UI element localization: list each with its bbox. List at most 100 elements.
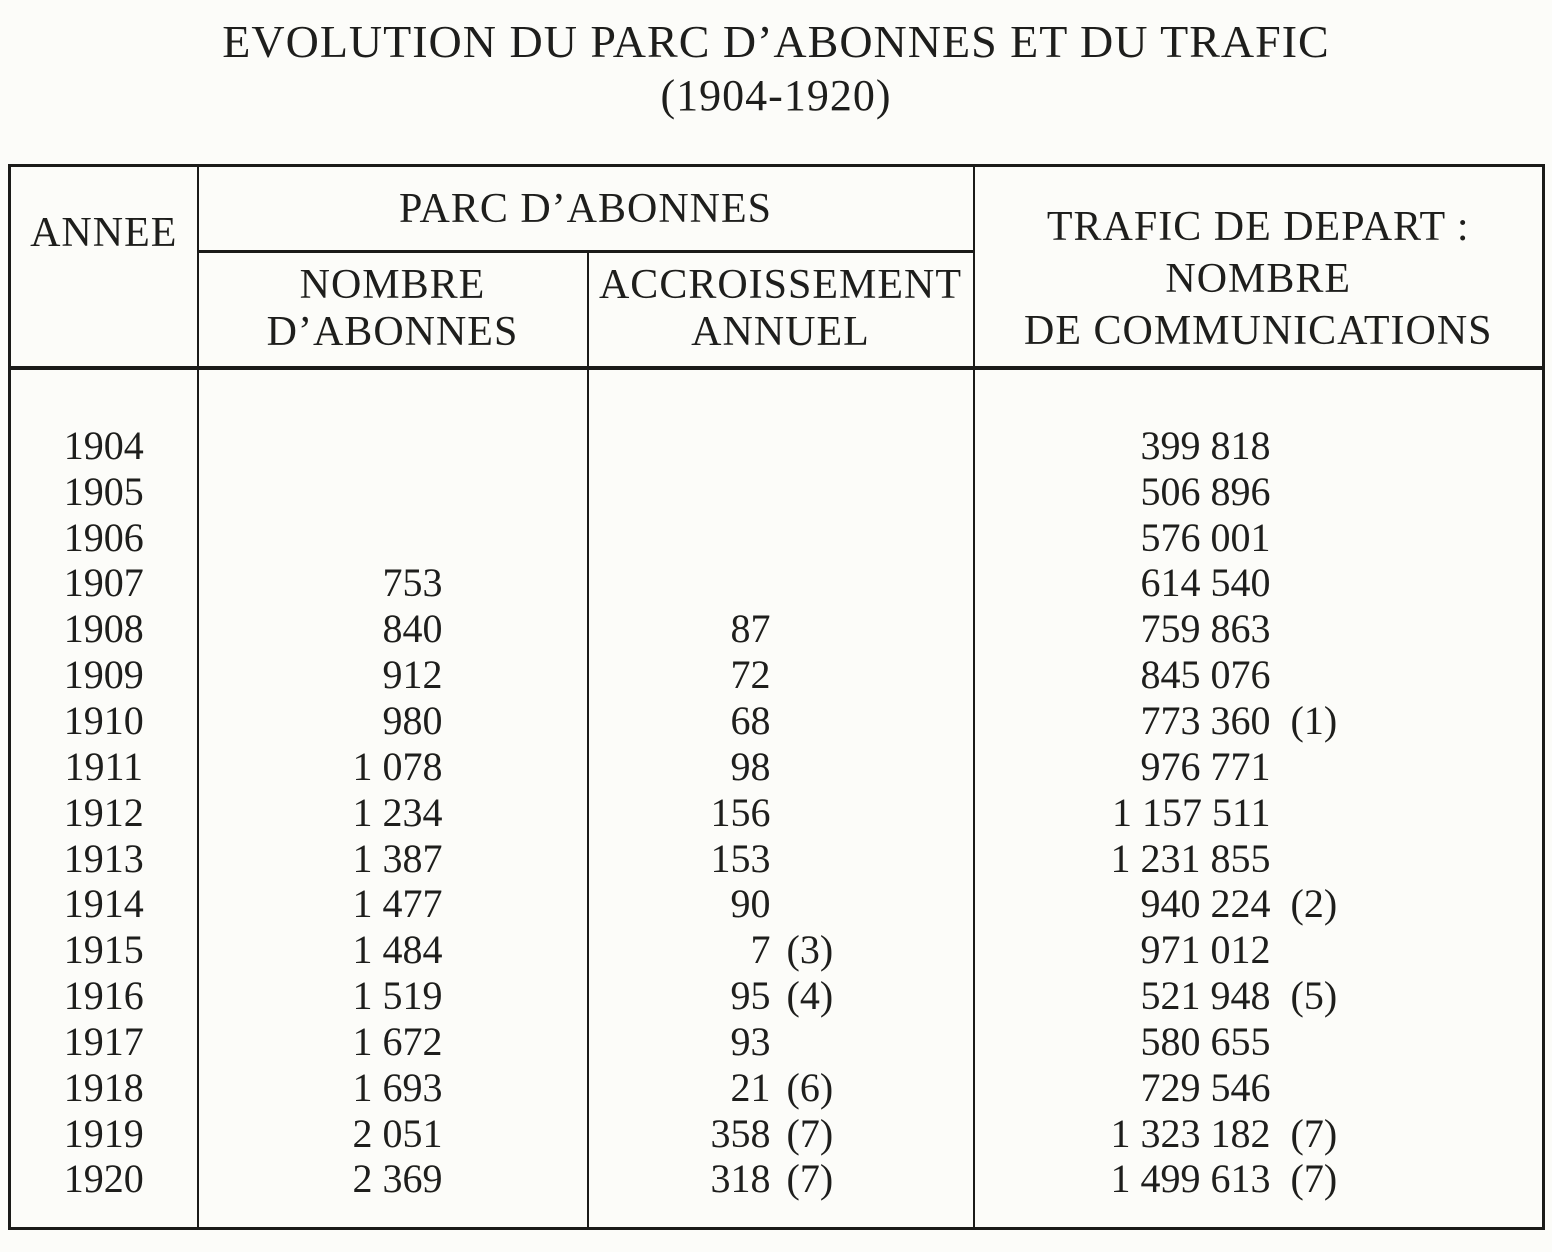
abonnes-cell: 1 387 (197, 835, 589, 881)
year-cell: 1918 (9, 1064, 199, 1111)
cell-value: 318 (710, 1156, 771, 1202)
footnote-marker: (4) (786, 973, 834, 1019)
cell-value: 506 896 (1140, 468, 1271, 514)
accroissement-cell: 87 (587, 605, 975, 652)
accroissement-cell: 90 (587, 880, 975, 927)
year-cell: 1920 (9, 1156, 199, 1202)
accroissement-cell (587, 514, 975, 561)
parc-dabonnes-group-header: PARC D’ABONNES (197, 165, 975, 253)
trafic-cell: 506 896 (974, 468, 1544, 514)
table-row: 1917 1 672 93 580 655 (9, 1018, 1544, 1065)
cell-value: 90 (730, 881, 771, 927)
cell-value: 93 (730, 1018, 771, 1064)
trafic-cell: 399 818 (974, 423, 1544, 469)
cell-value: 68 (730, 698, 771, 743)
trafic-cell: 729 546 (974, 1064, 1544, 1110)
accroissement-cell: 68 (587, 697, 975, 744)
year-cell: 1909 (9, 651, 199, 698)
trafic-column-header: TRAFIC DE DEPART : NOMBRE DE COMMUNICATI… (973, 165, 1544, 370)
trafic-cell: 1 231 855 (974, 835, 1544, 881)
trafic-cell: 759 863 (974, 606, 1544, 652)
document-header: EVOLUTION DU PARC D’ABONNES ET DU TRAFIC… (0, 14, 1552, 122)
trafic-cell: 614 540 (974, 560, 1544, 606)
table-row: 1920 2 369 318 (7) 1 499 613 (7) (9, 1156, 1544, 1202)
data-table: ANNEE PARC D’ABONNES TRAFIC DE DEPART : … (8, 164, 1545, 1230)
abonnes-cell: 1 078 (197, 743, 589, 790)
accroissement-cell (587, 422, 975, 469)
year-cell: 1905 (9, 468, 199, 515)
accroissement-header-line1: ACCROISSEMENT (598, 262, 963, 309)
table-row: 1911 1 078 98 976 771 (9, 743, 1544, 790)
trafic-cell: 521 948 (5) (974, 973, 1544, 1019)
table-row: 1907 753 614 540 (9, 560, 1544, 606)
table-row: 1910 980 68 773 360 (1) (9, 697, 1544, 744)
year-cell: 1913 (9, 835, 199, 881)
trafic-cell: 971 012 (974, 927, 1544, 973)
abonnes-cell: 912 (197, 651, 589, 698)
year-cell: 1906 (9, 514, 199, 561)
nombre-header-line2: D’ABONNES (266, 309, 519, 356)
trafic-cell: 1 323 182 (7) (974, 1110, 1544, 1156)
year-cell: 1916 (9, 972, 199, 1019)
table-row: 1905 506 896 (9, 468, 1544, 515)
cell-value: 971 012 (1140, 927, 1271, 973)
accroissement-cell: 318 (7) (587, 1156, 975, 1202)
cell-value: 153 (710, 835, 771, 881)
abonnes-cell: 1 672 (197, 1018, 589, 1065)
cell-value: 1 499 613 (1110, 1156, 1271, 1202)
trafic-cell: 580 655 (974, 1018, 1544, 1064)
abonnes-cell (197, 422, 589, 469)
year-cell: 1914 (9, 880, 199, 927)
accroissement-cell: 153 (587, 835, 975, 881)
footnote-marker: (5) (1290, 973, 1338, 1019)
table-row: 1909 912 72 845 076 (9, 651, 1544, 698)
cell-value: 759 863 (1140, 606, 1271, 652)
accroissement-cell: 358 (7) (587, 1110, 975, 1157)
trafic-cell: 576 001 (974, 514, 1544, 560)
year-cell: 1907 (9, 560, 199, 606)
footnote-marker: (7) (786, 1156, 834, 1202)
accroissement-header-line2: ANNUEL (691, 309, 870, 356)
year-cell: 1910 (9, 697, 199, 744)
annee-column-header: ANNEE (9, 165, 199, 370)
year-cell: 1919 (9, 1110, 199, 1157)
cell-value: 358 (710, 1110, 771, 1156)
year-cell: 1912 (9, 789, 199, 836)
trafic-header-line1: TRAFIC DE DEPART : (1046, 204, 1470, 251)
accroissement-cell: 98 (587, 743, 975, 790)
cell-value: 1 231 855 (1110, 835, 1271, 881)
abonnes-cell: 1 519 (197, 972, 589, 1019)
table-row: 1912 1 234 156 1 157 511 (9, 789, 1544, 836)
nombre-header-line1: NOMBRE (299, 262, 486, 309)
spacer-row-top (9, 367, 1544, 423)
abonnes-cell: 753 (197, 560, 589, 606)
accroissement-cell: 72 (587, 651, 975, 698)
table-row: 1904 399 818 (9, 422, 1544, 469)
table-row: 1919 2 051 358 (7) 1 323 182 (7) (9, 1110, 1544, 1157)
cell-value: 521 948 (1140, 973, 1271, 1019)
abonnes-cell: 2 051 (197, 1110, 589, 1157)
accroissement-cell: 95 (4) (587, 972, 975, 1019)
abonnes-cell: 2 369 (197, 1156, 589, 1202)
table-row: 1916 1 519 95 (4) 521 948 (5) (9, 972, 1544, 1019)
table-row: 1918 1 693 21 (6) 729 546 (9, 1064, 1544, 1111)
accroissement-cell: 7 (3) (587, 926, 975, 973)
trafic-cell: 773 360 (1) (974, 698, 1544, 744)
year-cell: 1904 (9, 422, 199, 469)
year-cell: 1917 (9, 1018, 199, 1065)
cell-value: 21 (730, 1064, 771, 1110)
table-body: 1904 399 818 1905 506 896 1906 576 001 1907 753… (9, 367, 1544, 1229)
cell-value: 576 001 (1140, 514, 1271, 560)
cell-value: 7 (750, 927, 771, 973)
accroissement-cell: 156 (587, 789, 975, 836)
abonnes-cell: 1 693 (197, 1064, 589, 1111)
accroissement-column-header: ACCROISSEMENT ANNUEL (587, 251, 975, 370)
trafic-cell: 845 076 (974, 652, 1544, 698)
nombre-dabonnes-column-header: NOMBRE D’ABONNES (197, 251, 589, 370)
cell-value: 773 360 (1140, 698, 1271, 743)
table-row: 1906 576 001 (9, 514, 1544, 561)
trafic-header-line2: NOMBRE (1165, 256, 1352, 303)
cell-value: 1 323 182 (1110, 1110, 1271, 1156)
footnote-marker: (1) (1290, 698, 1338, 743)
abonnes-cell: 1 484 (197, 926, 589, 973)
